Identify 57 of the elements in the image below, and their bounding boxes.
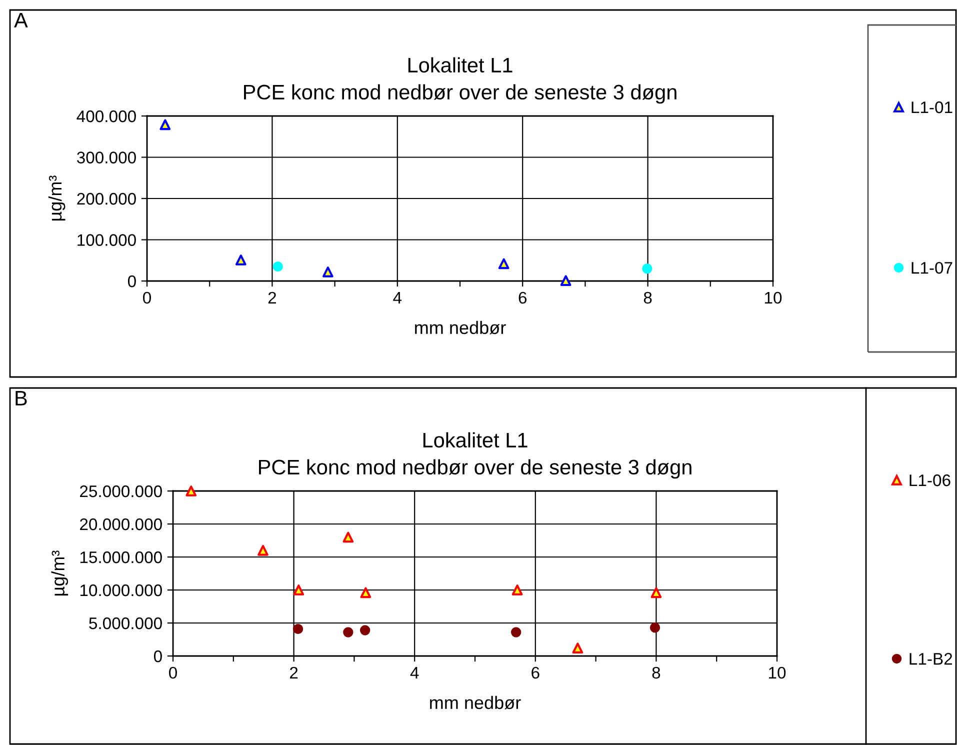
x-tick-label: 10 xyxy=(769,666,786,679)
point xyxy=(650,587,662,598)
y-tick-label: 0 xyxy=(128,275,136,288)
x-tick-label: 0 xyxy=(143,292,151,304)
x-tick-label: 6 xyxy=(532,666,540,679)
y-tick-label: 10.000.000 xyxy=(80,584,162,596)
x-tick-label: 2 xyxy=(290,666,298,678)
y-tick-label: 15.000.000 xyxy=(80,551,162,564)
y-axis-title: µg/m³ xyxy=(51,550,68,596)
point xyxy=(642,264,652,274)
y-axis-title: µg/m³ xyxy=(48,176,66,221)
y-tick-label: 400.000 xyxy=(76,110,136,122)
x-tick-label: 4 xyxy=(393,292,402,304)
legend-label: L1-06 xyxy=(910,474,950,486)
x-tick-label: 2 xyxy=(268,292,276,304)
chart-subtitle: PCE konc mod nedbør over de seneste 3 døgn xyxy=(259,459,692,479)
text: B xyxy=(16,391,27,406)
point xyxy=(258,544,268,556)
x-axis-title: mm nedbør xyxy=(415,320,506,334)
y-tick-label: 200.000 xyxy=(77,192,136,205)
point xyxy=(560,275,572,286)
chart-subtitle: PCE konc mod nedbør over de seneste 3 døgn xyxy=(244,84,676,104)
y-tick-label: 100.000 xyxy=(78,234,136,246)
y-tick-label: 300.000 xyxy=(76,152,136,164)
point xyxy=(498,258,510,270)
point xyxy=(322,266,334,278)
point xyxy=(292,624,304,634)
legend-label: L1-07 xyxy=(912,262,952,274)
x-tick-label: 0 xyxy=(169,666,177,679)
x-axis-title: mm nedbør xyxy=(430,696,521,710)
x-tick-label: 8 xyxy=(644,292,652,304)
point xyxy=(512,584,523,596)
point xyxy=(360,625,370,636)
legend-label: L1-01 xyxy=(912,101,952,114)
x-tick-label: 6 xyxy=(518,292,526,304)
y-tick-label: 25.000.000 xyxy=(80,485,162,498)
chart-title: Lokalitet L1 xyxy=(408,57,512,73)
legend-label: L1-B2 xyxy=(910,652,952,665)
chart-title: Lokalitet L1 xyxy=(423,432,528,448)
x-tick-label: 10 xyxy=(765,292,782,304)
point xyxy=(235,254,246,266)
point xyxy=(160,119,171,130)
point xyxy=(272,261,283,272)
point xyxy=(186,486,197,496)
x-tick-label: 4 xyxy=(410,667,419,678)
point xyxy=(343,627,354,638)
y-tick-label: 20.000.000 xyxy=(80,518,162,530)
point xyxy=(650,622,660,633)
point xyxy=(342,532,354,543)
text: A xyxy=(14,13,28,28)
point xyxy=(360,587,372,598)
point xyxy=(293,584,304,596)
x-tick-label: 8 xyxy=(652,666,660,679)
point xyxy=(572,642,584,654)
y-tick-label: 5.000.000 xyxy=(89,617,162,630)
y-tick-label: 0 xyxy=(154,650,162,662)
point xyxy=(510,627,522,638)
